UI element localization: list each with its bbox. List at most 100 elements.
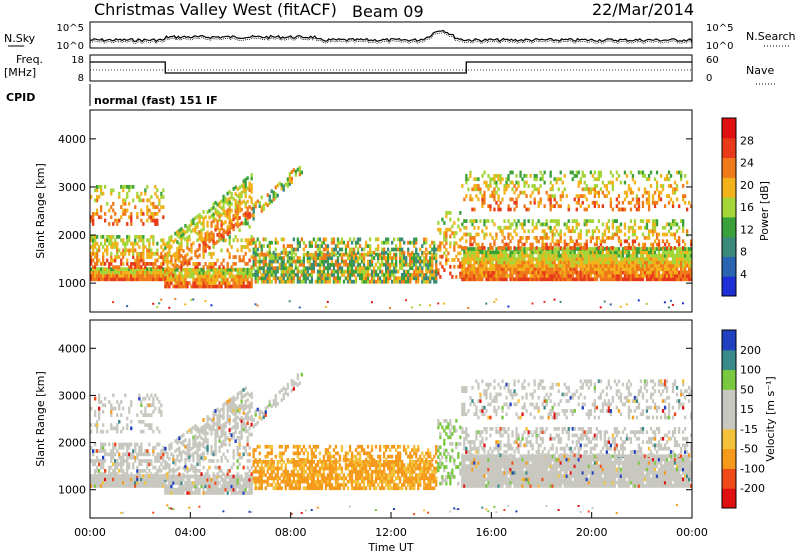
heatmap-cell [595,270,599,275]
heatmap-cell [134,241,137,246]
heatmap-cell [334,244,338,248]
heatmap-cell [525,277,528,282]
heatmap-cell [457,258,460,262]
heatmap-cell [332,279,336,284]
heatmap-cell [629,267,633,272]
heatmap-cell [437,268,440,272]
heatmap-cell [513,184,516,188]
heatmap-cell [391,259,394,264]
heatmap-cell [140,484,143,488]
heatmap-cell [541,222,544,227]
heatmap-cell [459,251,462,256]
heatmap-cell [613,247,617,251]
heatmap-cell [657,250,661,255]
heatmap-cell [391,256,394,260]
heatmap-cell [148,462,151,467]
heatmap-cell [186,484,189,489]
heatmap-cell [138,469,141,473]
heatmap-cell [545,242,548,247]
heatmap-cell [116,248,119,253]
heatmap-cell [100,188,103,193]
heatmap-cell [499,277,502,282]
heatmap-cell [188,227,191,232]
heatmap-cell [148,413,151,417]
heatmap-cell [250,235,253,239]
heatmap-cell [228,223,231,228]
heatmap-cell [164,476,167,481]
heatmap-cell [407,247,410,252]
heatmap-cell [669,274,673,278]
freq-series [90,61,692,74]
heatmap-cell [152,238,155,243]
heatmap-cell [156,452,159,457]
heatmap-cell [144,406,147,411]
heatmap-cell [346,240,350,245]
heatmap-cell [413,276,416,281]
heatmap-cell [467,267,470,272]
heatmap-cell [244,201,247,206]
heatmap-cell [180,274,183,279]
colorbar-segment [722,216,736,238]
heatmap-cell [523,274,526,278]
heatmap-cell [218,238,221,243]
heatmap-cell [529,257,532,261]
heatmap-cell [130,403,133,408]
heatmap-cell [160,267,163,272]
heatmap-cell [246,241,249,246]
heatmap-cell [445,211,448,215]
heatmap-cell [156,218,159,223]
heatmap-cell [348,273,352,277]
heatmap-cell [421,273,424,277]
heatmap-cell [467,253,470,258]
heatmap-cell [206,271,209,275]
heatmap-cell [194,223,197,227]
heatmap-cell [120,238,123,243]
heatmap-cell [459,264,462,269]
heatmap-cell [545,263,548,268]
heatmap-cell [196,281,199,285]
heatmap-cell [653,267,657,272]
heatmap-cell [350,269,354,274]
freq-left-tick-bottom: 8 [78,73,84,84]
heatmap-cell [142,429,145,434]
heatmap-cell [222,228,225,233]
heatmap-cell [637,204,641,209]
heatmap-cell [493,257,496,261]
heatmap-cell [623,257,627,261]
heatmap-cell [110,403,113,408]
heatmap-cell [605,194,609,198]
heatmap-cell [130,222,133,226]
heatmap-cell [591,187,595,192]
heatmap-cell [248,248,251,253]
heatmap-cell [521,236,524,240]
heatmap-cell [148,477,151,482]
heatmap-cell [108,265,111,270]
heatmap-cell [136,212,139,216]
heatmap-cell [487,219,490,223]
heatmap-cell [224,274,227,279]
heatmap-cell [204,249,207,253]
heatmap-cell [180,491,183,495]
heatmap-cell [597,250,601,255]
heatmap-cell [425,247,428,252]
heatmap-cell [409,256,412,260]
heatmap-cell [250,213,253,218]
heatmap-cell [174,477,177,482]
heatmap-cell [140,429,143,434]
heatmap-cell [587,187,591,192]
heatmap-cell [547,236,550,240]
heatmap-cell [499,180,502,185]
heatmap-cell [128,185,131,189]
heatmap-cell [643,250,647,255]
heatmap-cell [613,250,617,255]
heatmap-cell [108,235,111,239]
heatmap-cell [242,267,245,272]
heatmap-cell [417,276,420,281]
heatmap-cell [156,274,159,278]
heatmap-cell [539,253,542,258]
heatmap-cell [122,201,125,206]
heatmap-cell [102,474,105,478]
heatmap-cell [509,246,512,250]
heatmap-cell [290,269,294,274]
heatmap-cell [132,455,135,460]
